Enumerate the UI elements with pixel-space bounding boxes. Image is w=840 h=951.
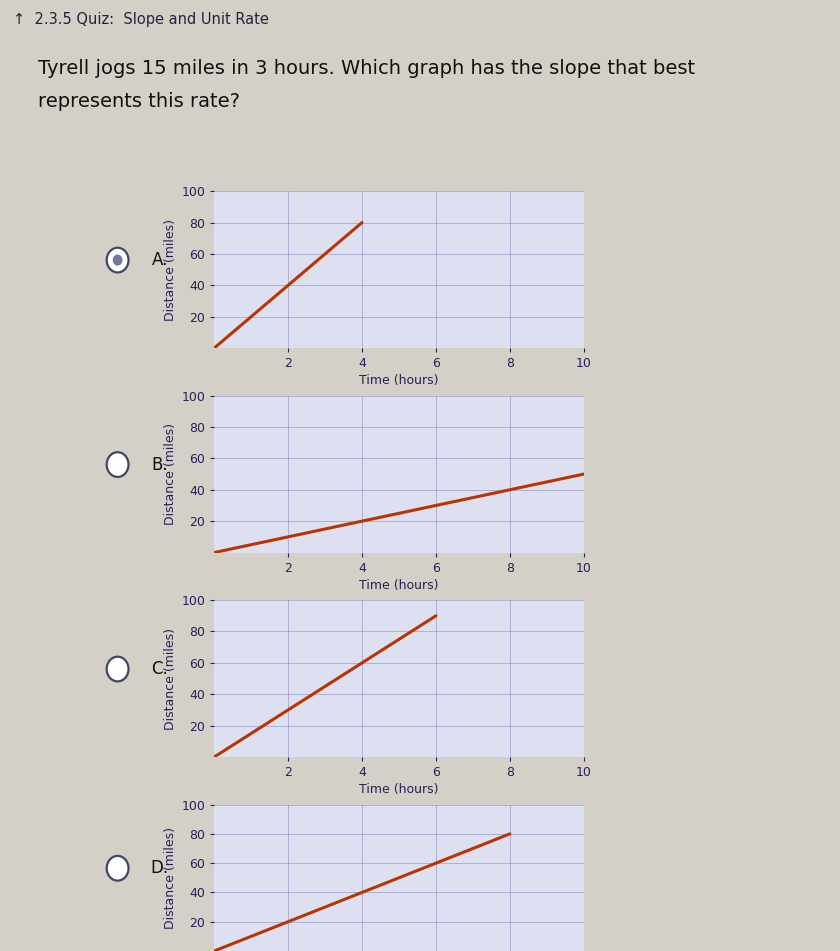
Text: A.: A. (151, 251, 168, 269)
Text: B.: B. (151, 456, 168, 474)
Y-axis label: Distance (miles): Distance (miles) (164, 628, 177, 729)
Y-axis label: Distance (miles): Distance (miles) (164, 423, 177, 525)
Text: Tyrell jogs 15 miles in 3 hours. Which graph has the slope that best
represents : Tyrell jogs 15 miles in 3 hours. Which g… (38, 59, 695, 110)
Text: C.: C. (151, 660, 168, 678)
X-axis label: Time (hours): Time (hours) (360, 784, 438, 796)
Text: ↑  2.3.5 Quiz:  Slope and Unit Rate: ↑ 2.3.5 Quiz: Slope and Unit Rate (13, 12, 269, 28)
X-axis label: Time (hours): Time (hours) (360, 375, 438, 387)
Y-axis label: Distance (miles): Distance (miles) (164, 826, 177, 929)
X-axis label: Time (hours): Time (hours) (360, 579, 438, 592)
Y-axis label: Distance (miles): Distance (miles) (164, 219, 177, 320)
Text: D.: D. (150, 860, 169, 877)
